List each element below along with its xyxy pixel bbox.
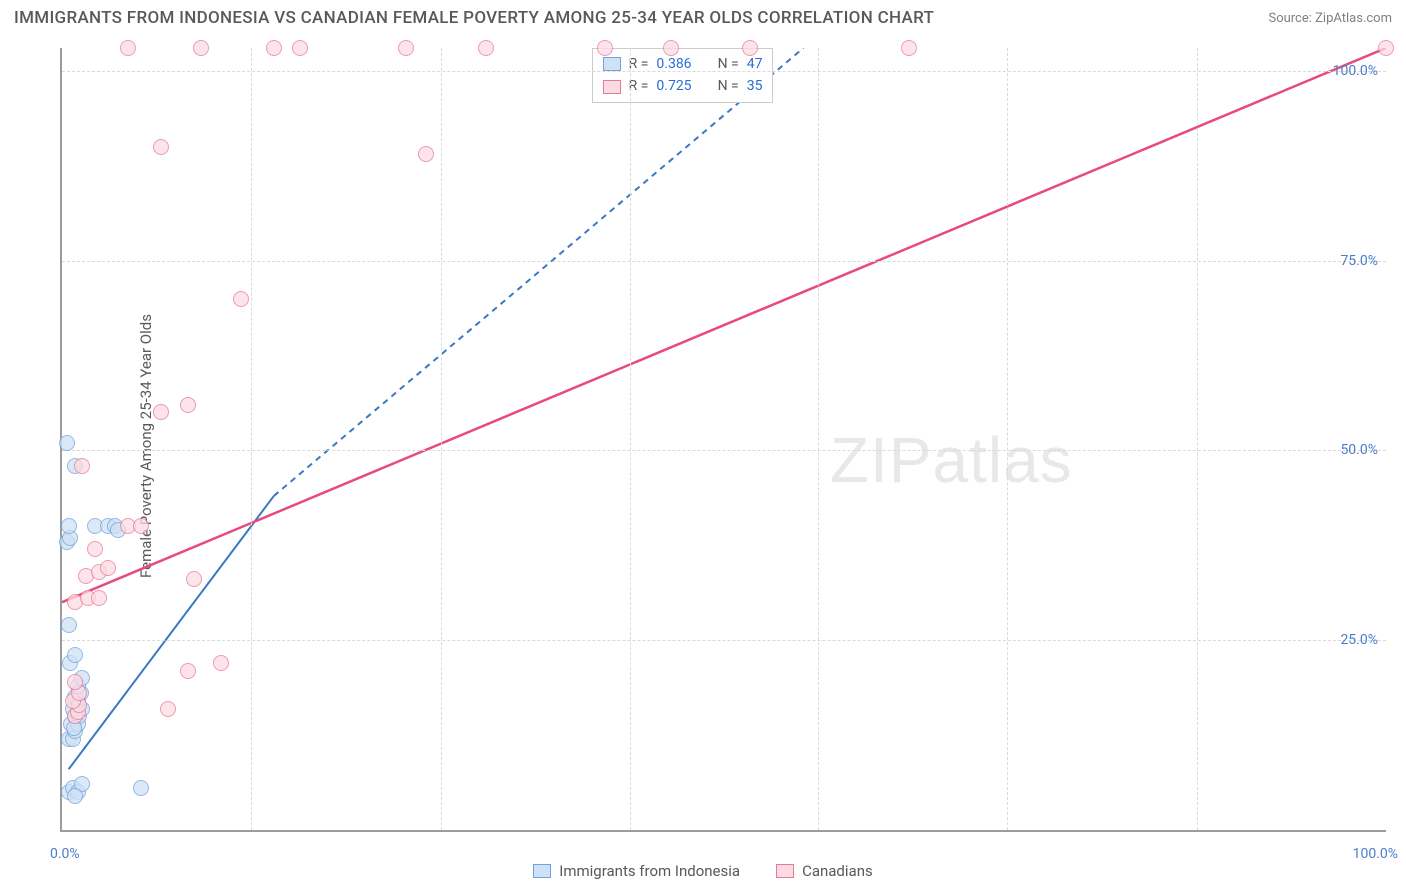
gridline-horizontal — [62, 261, 1386, 262]
r-value[interactable]: 0.725 — [656, 75, 691, 97]
data-point — [597, 40, 613, 56]
data-point — [1378, 40, 1394, 56]
legend-row: R = 0.725 N = 35 — [603, 75, 763, 97]
swatch-icon — [603, 57, 621, 71]
swatch-icon — [533, 864, 551, 878]
legend-label: Canadians — [802, 862, 873, 880]
data-point — [67, 647, 83, 663]
data-point — [91, 590, 107, 606]
data-point — [478, 40, 494, 56]
data-point — [292, 40, 308, 56]
data-point — [61, 617, 77, 633]
gridline-horizontal — [62, 450, 1386, 451]
legend-row: R = 0.386 N = 47 — [603, 53, 763, 75]
swatch-icon — [776, 864, 794, 878]
n-value[interactable]: 47 — [747, 53, 763, 75]
r-value[interactable]: 0.386 — [656, 53, 691, 75]
data-point — [120, 40, 136, 56]
source-label: Source: ZipAtlas.com — [1268, 11, 1392, 26]
y-tick-label: 50.0% — [1340, 442, 1378, 458]
regression-lines — [62, 48, 1386, 830]
series-legend: Immigrants from Indonesia Canadians — [0, 862, 1406, 880]
data-point — [901, 40, 917, 56]
gridline-horizontal — [62, 71, 1386, 72]
data-point — [67, 674, 83, 690]
chart-title: IMMIGRANTS FROM INDONESIA VS CANADIAN FE… — [14, 8, 934, 28]
data-point — [153, 404, 169, 420]
watermark: ZIPatlas — [830, 423, 1073, 497]
data-point — [213, 655, 229, 671]
title-bar: IMMIGRANTS FROM INDONESIA VS CANADIAN FE… — [14, 8, 1392, 28]
x-tick-min: 0.0% — [50, 846, 80, 862]
gridline-vertical — [441, 48, 442, 830]
data-point — [133, 780, 149, 796]
gridline-horizontal — [62, 640, 1386, 641]
data-point — [180, 397, 196, 413]
n-label: N = — [718, 53, 739, 75]
gridline-vertical — [818, 48, 819, 830]
data-point — [87, 541, 103, 557]
data-point — [233, 291, 249, 307]
data-point — [398, 40, 414, 56]
gridline-vertical — [630, 48, 631, 830]
r-label: R = — [629, 75, 649, 97]
swatch-icon — [603, 80, 621, 94]
x-tick-max: 100.0% — [1353, 846, 1398, 862]
scatter-plot-area: ZIPatlas R = 0.386 N = 47 R = 0.725 N = 35 25.0… — [60, 48, 1386, 832]
legend-item-canadians: Canadians — [776, 862, 873, 880]
data-point — [663, 40, 679, 56]
data-point — [153, 139, 169, 155]
data-point — [61, 518, 77, 534]
data-point — [160, 701, 176, 717]
data-point — [100, 560, 116, 576]
data-point — [193, 40, 209, 56]
data-point — [67, 788, 83, 804]
data-point — [59, 435, 75, 451]
legend-label: Immigrants from Indonesia — [559, 862, 740, 880]
gridline-vertical — [1197, 48, 1198, 830]
y-tick-label: 100.0% — [1333, 63, 1378, 79]
y-tick-label: 75.0% — [1340, 253, 1378, 269]
n-label: N = — [718, 75, 739, 97]
legend-item-immigrants: Immigrants from Indonesia — [533, 862, 740, 880]
data-point — [418, 146, 434, 162]
data-point — [742, 40, 758, 56]
gridline-vertical — [251, 48, 252, 830]
data-point — [186, 571, 202, 587]
y-tick-label: 25.0% — [1340, 632, 1378, 648]
data-point — [74, 458, 90, 474]
gridline-vertical — [1007, 48, 1008, 830]
data-point — [180, 663, 196, 679]
data-point — [266, 40, 282, 56]
correlation-legend: R = 0.386 N = 47 R = 0.725 N = 35 — [592, 48, 774, 103]
r-label: R = — [629, 53, 649, 75]
data-point — [133, 518, 149, 534]
n-value[interactable]: 35 — [747, 75, 763, 97]
